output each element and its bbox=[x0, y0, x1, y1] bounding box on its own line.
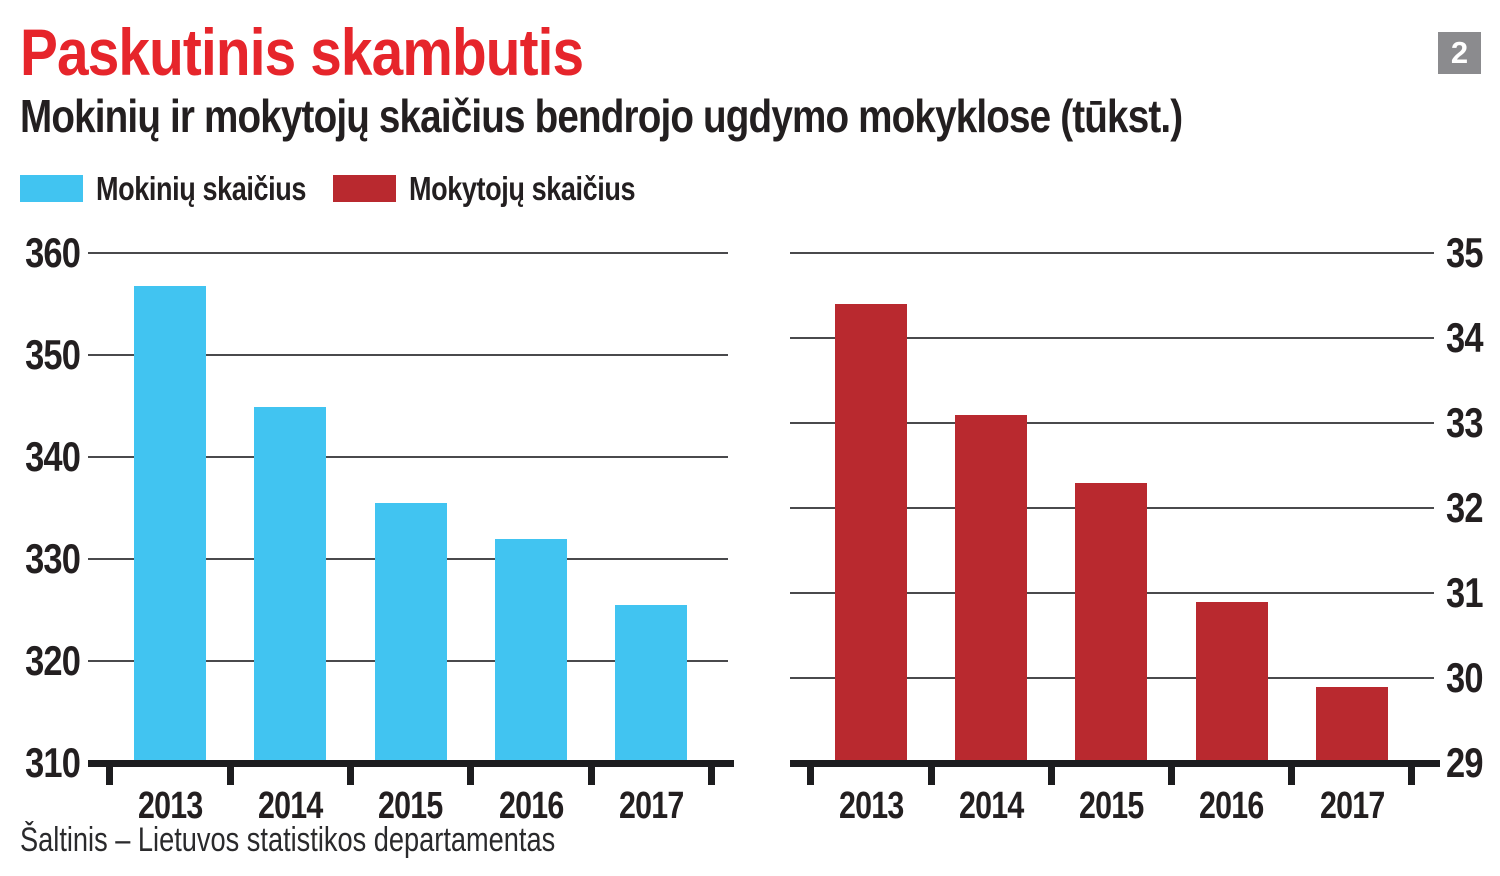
x-axis-tick bbox=[807, 766, 815, 785]
x-axis-tick bbox=[927, 766, 935, 785]
gridline-350 bbox=[88, 354, 728, 356]
gridline-360 bbox=[88, 252, 728, 254]
x-axis-label-text: 2017 bbox=[618, 785, 684, 827]
y-axis-label-32: 32 bbox=[1446, 482, 1500, 534]
y-axis-label-310: 310 bbox=[0, 737, 81, 789]
y-axis-label-320: 320 bbox=[0, 635, 81, 687]
chart-subtitle-text: Mokinių ir mokytojų skaičius bendrojo ug… bbox=[20, 90, 1183, 142]
page-number-badge: 2 bbox=[1438, 32, 1481, 74]
x-axis-label-text: 2016 bbox=[1199, 785, 1264, 827]
x-axis-tick bbox=[587, 766, 595, 785]
x-axis-label-2013: 2013 bbox=[801, 787, 941, 825]
y-axis-label-30: 30 bbox=[1446, 652, 1500, 704]
gridline-35 bbox=[790, 252, 1434, 254]
source-note: Šaltinis – Lietuvos statistikos departam… bbox=[20, 816, 689, 864]
y-axis-label-text: 350 bbox=[24, 331, 81, 378]
x-axis-label-text: 2013 bbox=[838, 785, 904, 827]
bar-2014 bbox=[955, 414, 1028, 763]
x-axis-label-2017: 2017 bbox=[581, 787, 721, 825]
page-title: Paskutinis skambutis bbox=[20, 12, 675, 92]
legend-label-students: Mokinių skaičius bbox=[96, 169, 306, 207]
legend-item-students: Mokinių skaičius bbox=[20, 170, 352, 207]
x-axis-label-text: 2016 bbox=[498, 785, 564, 827]
bar-2017 bbox=[1315, 686, 1388, 763]
bar-2013 bbox=[835, 304, 907, 763]
x-axis-baseline bbox=[88, 759, 734, 767]
legend-label-teachers: Mokytojų skaičius bbox=[409, 169, 636, 207]
x-axis-tick bbox=[1288, 766, 1296, 785]
y-axis-label-text: 340 bbox=[24, 433, 81, 480]
y-axis-label-text: 30 bbox=[1446, 654, 1483, 701]
x-axis-label-2016: 2016 bbox=[461, 787, 601, 825]
x-axis-tick bbox=[1168, 766, 1175, 785]
gridline-33 bbox=[790, 422, 1434, 424]
bar-2015 bbox=[1075, 482, 1148, 763]
x-axis-label-2015: 2015 bbox=[341, 787, 481, 825]
x-axis-label-2015: 2015 bbox=[1041, 787, 1181, 825]
x-axis-baseline bbox=[790, 759, 1440, 767]
legend-item-teachers: Mokytojų skaičius bbox=[333, 170, 685, 207]
y-axis-label-text: 32 bbox=[1446, 484, 1483, 531]
x-axis-label-text: 2013 bbox=[137, 785, 203, 827]
x-axis-label-2016: 2016 bbox=[1162, 787, 1302, 825]
y-axis-label-31: 31 bbox=[1446, 567, 1500, 619]
y-axis-label-33: 33 bbox=[1446, 397, 1500, 449]
x-axis-label-text: 2015 bbox=[378, 785, 443, 827]
y-axis-label-29: 29 bbox=[1446, 737, 1500, 789]
gridline-340 bbox=[88, 456, 728, 458]
y-axis-label-text: 330 bbox=[24, 535, 81, 582]
bar-2016 bbox=[494, 538, 567, 763]
page-title-text: Paskutinis skambutis bbox=[20, 15, 584, 89]
bar-2015 bbox=[374, 502, 447, 763]
x-axis-label-2014: 2014 bbox=[220, 787, 360, 825]
chart-subtitle: Mokinių ir mokytojų skaičius bendrojo ug… bbox=[20, 88, 1404, 144]
bar-2014 bbox=[254, 407, 327, 763]
y-axis-label-34: 34 bbox=[1446, 312, 1500, 364]
x-axis-tick bbox=[346, 766, 354, 785]
source-note-text: Šaltinis – Lietuvos statistikos departam… bbox=[20, 821, 556, 859]
y-axis-label-330: 330 bbox=[0, 533, 81, 585]
bar-2016 bbox=[1195, 601, 1268, 763]
x-axis-tick bbox=[707, 766, 715, 785]
y-axis-label-text: 320 bbox=[24, 637, 81, 684]
y-axis-label-text: 33 bbox=[1446, 399, 1483, 446]
x-axis-tick bbox=[1408, 766, 1416, 785]
x-axis-tick bbox=[106, 766, 114, 785]
y-axis-label-340: 340 bbox=[0, 431, 81, 483]
bar-2013 bbox=[134, 285, 206, 763]
bar-2017 bbox=[615, 604, 688, 763]
x-axis-tick bbox=[226, 766, 234, 785]
y-axis-label-360: 360 bbox=[0, 227, 81, 279]
x-axis-label-text: 2014 bbox=[258, 785, 323, 827]
x-axis-tick bbox=[467, 766, 475, 785]
x-axis-label-text: 2017 bbox=[1319, 785, 1385, 827]
y-axis-label-text: 31 bbox=[1446, 569, 1483, 616]
y-axis-label-text: 360 bbox=[24, 229, 81, 276]
y-axis-label-35: 35 bbox=[1446, 227, 1500, 279]
x-axis-label-text: 2015 bbox=[1079, 785, 1144, 827]
x-axis-label-2014: 2014 bbox=[921, 787, 1061, 825]
x-axis-label-2017: 2017 bbox=[1282, 787, 1422, 825]
x-axis-label-2013: 2013 bbox=[100, 787, 240, 825]
y-axis-label-350: 350 bbox=[0, 329, 81, 381]
x-axis-tick bbox=[1047, 766, 1055, 785]
y-axis-label-text: 35 bbox=[1446, 229, 1483, 276]
y-axis-label-text: 310 bbox=[24, 739, 81, 786]
legend-swatch-students bbox=[20, 175, 83, 202]
x-axis-label-text: 2014 bbox=[958, 785, 1024, 827]
y-axis-label-text: 29 bbox=[1446, 739, 1483, 786]
legend-swatch-teachers bbox=[333, 175, 396, 202]
gridline-34 bbox=[790, 337, 1434, 339]
y-axis-label-text: 34 bbox=[1446, 314, 1483, 361]
